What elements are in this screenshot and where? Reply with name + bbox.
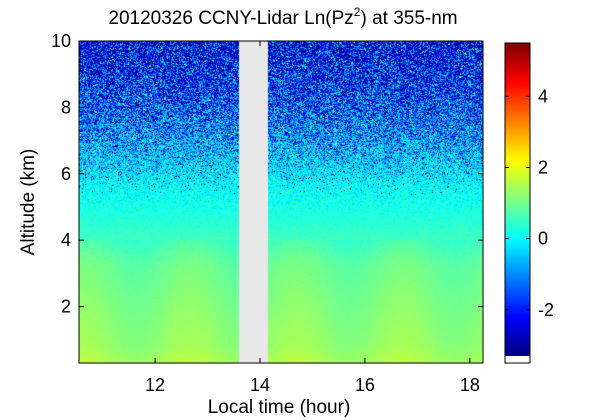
colorbar-ticks: -2 0 2 4 xyxy=(505,86,554,320)
chart-title-superscript: 2 xyxy=(354,5,361,19)
x-tick-label: 16 xyxy=(355,375,375,395)
plot-area: 12 14 16 18 2 4 6 8 10 xyxy=(51,31,484,395)
y-axis-label: Altitude (km) xyxy=(18,149,39,256)
colorbar-frame xyxy=(504,42,531,364)
y-tick-label: 10 xyxy=(51,31,71,51)
chart-title: 20120326 CCNY-Lidar Ln(Pz2) at 355-nm xyxy=(108,5,457,29)
colorbar: -2 0 2 4 xyxy=(504,42,554,364)
y-tick-label: 4 xyxy=(61,230,71,250)
y-tick-label: 8 xyxy=(61,97,71,117)
y-tick-label: 2 xyxy=(61,297,71,317)
x-axis-label: Local time (hour) xyxy=(208,397,351,418)
colorbar-tick-label: -2 xyxy=(538,300,554,320)
x-tick-label: 18 xyxy=(460,375,480,395)
colorbar-tick-label: 0 xyxy=(538,229,548,249)
y-tick-label: 6 xyxy=(61,164,71,184)
plot-frame xyxy=(78,40,484,364)
y-axis-ticks: 2 4 6 8 10 xyxy=(51,31,483,317)
x-tick-label: 14 xyxy=(250,375,270,395)
colorbar-tick-label: 4 xyxy=(538,86,548,106)
colorbar-tick-label: 2 xyxy=(538,157,548,177)
heatmap-image xyxy=(79,41,483,363)
x-tick-label: 12 xyxy=(145,375,165,395)
colorbar-image xyxy=(505,43,530,356)
x-axis-ticks: 12 14 16 18 xyxy=(145,41,480,395)
